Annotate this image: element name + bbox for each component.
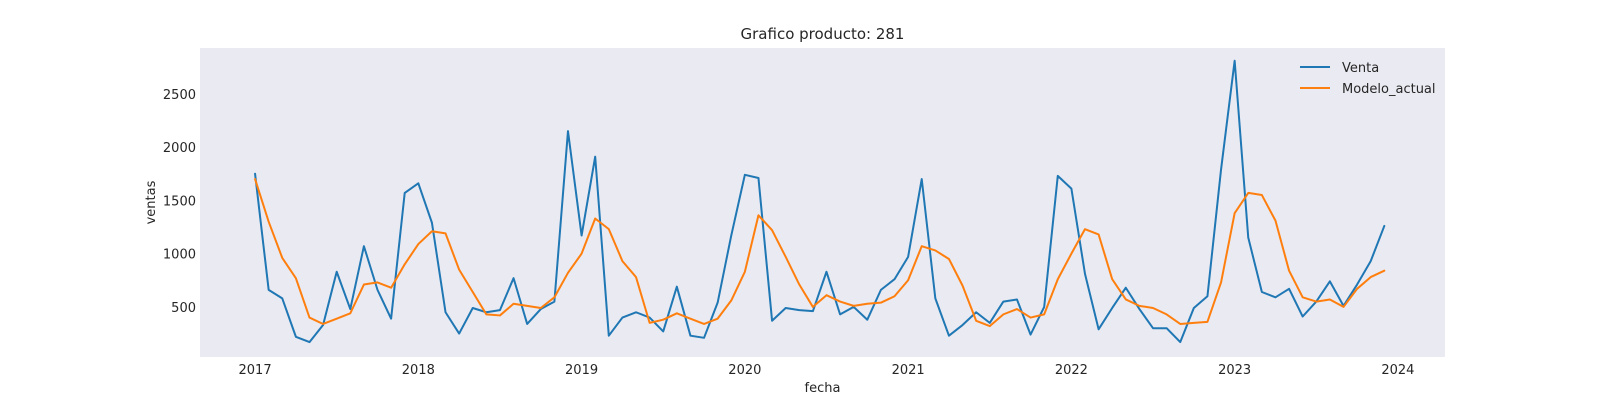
series-layer [254,59,1386,344]
x-tick-label: 2017 [239,363,272,378]
y-axis-label: ventas [144,180,159,224]
x-tick-label: 2018 [402,363,435,378]
x-tick-label: 2019 [565,363,598,378]
x-tick-label: 2023 [1218,363,1251,378]
series-line-venta [254,59,1386,344]
x-tick-label: 2024 [1381,363,1414,378]
y-tick-label: 2000 [163,141,196,156]
x-axis-label: fecha [805,381,841,396]
y-tick-label: 500 [171,301,196,316]
legend-entry-label: Venta [1342,61,1379,76]
y-tick-label: 1500 [163,194,196,209]
x-tick-label: 2020 [728,363,761,378]
series-line-modelo-actual [254,178,1386,328]
legend[interactable]: Venta Modelo_actual [1300,61,1436,97]
y-tick-label: 1000 [163,248,196,263]
x-tick-label: 2021 [892,363,925,378]
x-tick-label: 2022 [1055,363,1088,378]
x-axis-ticks: 2017 2018 2019 2020 2021 2022 2023 2024 [239,363,1415,378]
y-tick-label: 2500 [163,88,196,103]
legend-entry-label: Modelo_actual [1342,82,1436,97]
y-axis-ticks: 500 1000 1500 2000 2500 [163,88,196,316]
chart-title: Grafico producto: 281 [741,25,905,43]
